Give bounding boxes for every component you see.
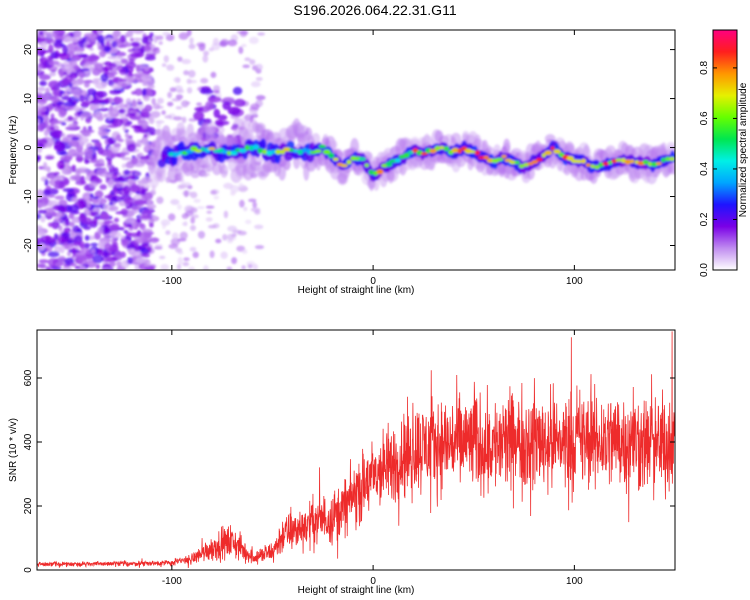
x-tick-label: 100 (566, 276, 583, 287)
x-tick-label: 100 (566, 576, 583, 587)
colorbar-tick-label: 0.6 (699, 111, 710, 125)
snr-background (37, 330, 675, 570)
snr-xlabel: Height of straight line (km) (298, 585, 415, 596)
y-tick-label: -20 (23, 238, 34, 253)
y-tick-label: -10 (23, 189, 34, 204)
y-tick-label: 0 (23, 144, 34, 150)
x-tick-label: 0 (370, 576, 376, 587)
colorbar-tick-label: 0.0 (699, 263, 710, 277)
snr-ylabel: SNR (10 * v/v) (8, 418, 19, 482)
snr-frame (36, 329, 676, 571)
spectrogram-xlabel: Height of straight line (km) (298, 285, 415, 296)
y-tick-label: 200 (23, 497, 34, 514)
snr-panel: -100 0 100 0 200 400 600 Height of straight li… (8, 329, 676, 596)
colorbar-tick-label: 0.8 (699, 61, 710, 75)
snr-line (37, 331, 675, 569)
x-tick-label: -100 (162, 576, 182, 587)
colorbar-label: Normalized spectral amplitude (738, 82, 749, 217)
y-tick-label: 600 (23, 369, 34, 386)
spectrogram-ylabel: Frequency (Hz) (8, 116, 19, 185)
y-tick-label: 20 (23, 44, 34, 56)
colorbar-ticks: 0.0 0.2 0.4 0.6 0.8 (699, 61, 737, 277)
colorbar-tick-label: 0.4 (699, 162, 710, 176)
snr-ticks: -100 0 100 0 200 400 600 (23, 330, 675, 587)
y-tick-label: 400 (23, 433, 34, 450)
colorbar-gradient (712, 29, 738, 271)
y-tick-label: 10 (23, 93, 34, 105)
x-tick-label: -100 (162, 276, 182, 287)
y-tick-label: 0 (23, 567, 34, 573)
spectrogram-frame (36, 29, 676, 271)
colorbar-tick-label: 0.2 (699, 212, 710, 226)
spectrogram-heatmap (37, 30, 675, 270)
colorbar: 0.0 0.2 0.4 0.6 0.8 Normalized spectral ampl… (699, 29, 749, 277)
figure-title: S196.2026.064.22.31.G11 (293, 2, 456, 18)
x-tick-label: 0 (370, 276, 376, 287)
